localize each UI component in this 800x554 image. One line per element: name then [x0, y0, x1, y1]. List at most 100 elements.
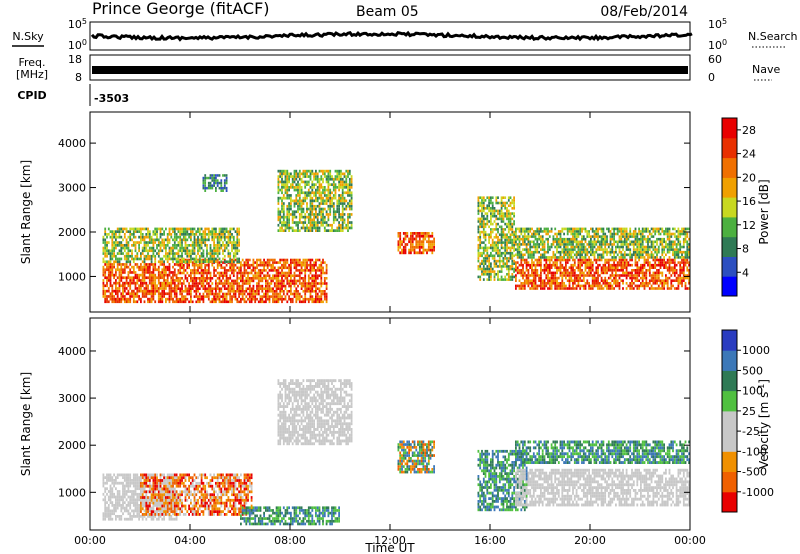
power-echo-cell: [602, 237, 605, 241]
power-echo-cell: [540, 274, 542, 277]
power-echo-cell: [331, 183, 333, 186]
power-echo-cell: [213, 274, 215, 277]
power-echo-cell: [186, 227, 189, 231]
power-echo-cell: [559, 230, 562, 233]
power-echo-cell: [173, 300, 176, 304]
power-echo-cell: [138, 235, 140, 239]
power-echo-cell: [627, 274, 630, 277]
power-echo-cell: [288, 226, 290, 230]
power-echo-cell: [422, 237, 425, 241]
power-echo-cell: [511, 259, 514, 263]
power-echo-cell: [238, 249, 240, 253]
power-echo-cell: [523, 261, 526, 264]
power-echo-cell: [302, 263, 305, 267]
power-echo-cell: [497, 241, 499, 244]
power-echo-cell: [243, 292, 246, 296]
power-echo-cell: [306, 266, 308, 270]
power-echo-cell: [295, 274, 298, 277]
power-echo-cell: [284, 175, 287, 178]
power-echo-cell: [290, 258, 292, 262]
power-echo-cell: [179, 263, 182, 267]
power-echo-cell: [670, 287, 673, 290]
power-echo-cell: [577, 279, 580, 282]
power-echo-cell: [122, 271, 124, 274]
power-echo-cell: [320, 207, 323, 211]
power-echo-cell: [529, 266, 532, 269]
power-echo-cell: [125, 279, 128, 282]
power-echo-cell: [216, 277, 219, 280]
power-echo-cell: [397, 245, 400, 249]
power-echo-cell: [590, 263, 592, 267]
power-echo-cell: [282, 279, 285, 283]
power-echo-cell: [557, 258, 560, 262]
power-echo-cell: [309, 215, 312, 219]
power-echo-cell: [313, 297, 315, 301]
power-echo-cell: [404, 243, 407, 246]
power-echo-cell: [507, 241, 510, 244]
power-echo-cell: [493, 254, 496, 258]
power-echo-cell: [529, 253, 532, 257]
power-echo-cell: [477, 204, 480, 207]
power-echo-cell: [102, 265, 105, 269]
power-echo-cell: [295, 177, 298, 181]
power-echo-cell: [525, 282, 528, 285]
power-echo-cell: [198, 230, 201, 233]
power-echo-cell: [529, 256, 532, 259]
power-echo-cell: [225, 271, 228, 275]
power-echo-cell: [138, 257, 140, 261]
power-echo-cell: [115, 241, 117, 244]
power-echo-cell: [275, 295, 278, 298]
power-echo-cell: [397, 240, 400, 244]
power-echo-cell: [318, 188, 321, 192]
power-echo-cell: [113, 254, 115, 258]
power-echo-cell: [315, 177, 317, 181]
power-echo-cell: [202, 269, 205, 272]
power-echo-cell: [282, 271, 285, 275]
power-echo-cell: [350, 183, 353, 186]
power-echo-cell: [541, 253, 544, 257]
power-echo-cell: [518, 256, 521, 259]
power-echo-cell: [115, 233, 117, 236]
power-echo-cell: [424, 232, 427, 235]
power-echo-cell: [275, 282, 278, 285]
power-echo-cell: [348, 186, 351, 189]
power-echo-cell: [202, 235, 205, 239]
power-echo-cell: [290, 284, 292, 288]
power-echo-cell: [123, 244, 126, 247]
power-echo-cell: [211, 290, 214, 293]
power-echo-cell: [168, 254, 171, 258]
power-echo-cell: [277, 292, 280, 296]
power-echo-cell: [143, 281, 146, 285]
power-echo-cell: [647, 282, 649, 285]
power-echo-cell: [131, 244, 133, 247]
power-echo-cell: [190, 269, 192, 272]
power-echo-cell: [531, 253, 533, 257]
power-echo-cell: [229, 230, 232, 233]
power-echo-cell: [254, 290, 257, 293]
power-echo-cell: [309, 277, 312, 280]
power-echo-cell: [254, 266, 257, 270]
power-echo-cell: [107, 279, 110, 282]
power-echo-cell: [134, 254, 137, 258]
power-echo-cell: [311, 258, 314, 262]
power-echo-cell: [173, 268, 176, 272]
power-echo-cell: [266, 284, 269, 288]
power-echo-cell: [284, 177, 287, 181]
power-echo-cell: [318, 263, 321, 267]
power-echo-cell: [316, 226, 319, 230]
power-echo-cell: [493, 236, 496, 239]
power-echo-cell: [250, 297, 253, 301]
power-echo-cell: [256, 287, 258, 290]
power-echo-cell: [106, 268, 108, 272]
power-echo-cell: [197, 227, 199, 231]
power-echo-cell: [563, 245, 565, 249]
power-echo-cell: [268, 284, 271, 288]
power-echo-cell: [325, 295, 328, 298]
power-echo-cell: [590, 253, 592, 257]
power-echo-cell: [656, 258, 658, 262]
power-echo-cell: [307, 287, 310, 290]
power-echo-cell: [588, 250, 590, 254]
power-echo-cell: [559, 269, 562, 272]
power-echo-cell: [523, 271, 526, 275]
power-echo-cell: [231, 235, 233, 239]
